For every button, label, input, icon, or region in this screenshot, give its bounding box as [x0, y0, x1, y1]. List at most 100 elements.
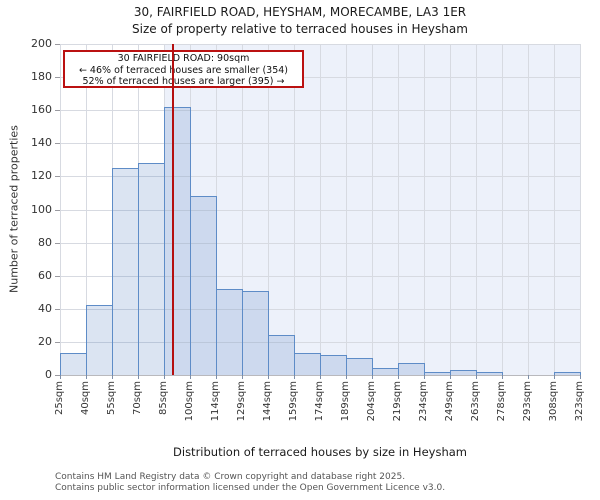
x-tick-label: 204sqm [366, 381, 377, 422]
x-tick-label: 278sqm [496, 381, 507, 422]
y-tick-mark [55, 375, 60, 376]
histogram-bar [190, 196, 217, 375]
x-tick-mark [320, 375, 321, 379]
vertical-gridline [60, 44, 61, 375]
histogram-bar [398, 363, 425, 375]
histogram-bar [60, 353, 87, 375]
histogram-bar [112, 168, 139, 375]
y-tick-mark [55, 143, 60, 145]
x-tick-label: 144sqm [262, 381, 273, 422]
y-tick-mark [55, 209, 60, 211]
x-tick-mark [242, 375, 243, 379]
x-tick-label: 85sqm [158, 381, 169, 416]
histogram-bar [164, 106, 191, 375]
x-tick-label: 129sqm [236, 381, 247, 422]
x-tick-mark [424, 375, 425, 379]
y-tick-mark [55, 341, 60, 343]
horizontal-gridline [60, 176, 580, 177]
vertical-gridline [268, 44, 269, 375]
x-tick-mark [60, 375, 61, 379]
plot-area: 30 FAIRFIELD ROAD: 90sqm ← 46% of terrac… [60, 44, 581, 376]
vertical-gridline [320, 44, 321, 375]
x-tick-mark [528, 375, 529, 379]
horizontal-gridline [60, 143, 580, 144]
y-tick-label: 0 [45, 368, 52, 381]
vertical-gridline [294, 44, 295, 375]
x-tick-mark [580, 375, 581, 379]
x-tick-mark [190, 375, 191, 379]
y-tick-mark [55, 242, 60, 244]
x-tick-label: 323sqm [574, 381, 585, 422]
annotation-smaller: ← 46% of terraced houses are smaller (35… [78, 64, 289, 76]
x-tick-label: 219sqm [392, 381, 403, 422]
y-tick-label: 100 [31, 202, 52, 216]
x-tick-label: 263sqm [470, 381, 481, 422]
x-tick-mark [372, 375, 373, 379]
histogram-bar [476, 371, 503, 375]
annotation-larger: 52% of terraced houses are larger (395) … [82, 76, 285, 87]
x-tick-label: 174sqm [314, 381, 325, 422]
x-tick-mark [294, 375, 295, 379]
y-tick-mark [55, 176, 60, 178]
vertical-gridline [86, 44, 87, 375]
x-tick-label: 308sqm [548, 381, 559, 422]
annotation-title: 30 FAIRFIELD ROAD: 90sqm [117, 53, 250, 64]
horizontal-gridline [60, 110, 580, 111]
x-tick-label: 100sqm [184, 381, 195, 422]
y-tick-label: 120 [31, 169, 52, 183]
horizontal-gridline [60, 309, 580, 310]
x-tick-mark [398, 375, 399, 379]
x-tick-mark [164, 375, 165, 379]
y-tick-mark [55, 110, 60, 112]
horizontal-gridline [60, 44, 580, 45]
y-tick-mark [55, 275, 60, 277]
y-tick-label: 60 [38, 268, 52, 282]
x-tick-mark [112, 375, 113, 379]
y-tick-label: 160 [31, 103, 52, 117]
x-tick-label: 114sqm [210, 381, 221, 422]
chart-title: 30, FAIRFIELD ROAD, HEYSHAM, MORECAMBE, … [133, 5, 467, 19]
histogram-bar [554, 371, 581, 375]
horizontal-gridline [60, 276, 580, 277]
x-tick-label: 189sqm [340, 381, 351, 422]
x-tick-mark [476, 375, 477, 379]
vertical-gridline [372, 44, 373, 375]
x-tick-label: 159sqm [288, 381, 299, 422]
histogram-bar [268, 335, 295, 375]
vertical-gridline [476, 44, 477, 375]
y-tick-mark [55, 44, 60, 45]
histogram-bar [294, 353, 321, 375]
y-tick-label: 140 [31, 136, 52, 150]
vertical-gridline [242, 44, 243, 375]
footer-copyright: Contains HM Land Registry data © Crown c… [55, 472, 406, 482]
x-tick-label: 70sqm [132, 381, 143, 416]
y-tick-mark [55, 77, 60, 79]
histogram-bar [346, 358, 373, 375]
vertical-gridline [450, 44, 451, 375]
histogram-bar [86, 305, 113, 375]
x-tick-mark [502, 375, 503, 379]
x-tick-mark [268, 375, 269, 379]
histogram-bar [242, 290, 269, 375]
vertical-gridline [346, 44, 347, 375]
histogram-bar [216, 288, 243, 375]
x-axis-title: Distribution of terraced houses by size … [173, 445, 467, 459]
horizontal-gridline [60, 243, 580, 244]
x-tick-mark [554, 375, 555, 379]
histogram-bar [320, 355, 347, 375]
vertical-gridline [554, 44, 555, 375]
footer-licence: Contains public sector information licen… [55, 483, 446, 493]
property-annotation-box: 30 FAIRFIELD ROAD: 90sqm ← 46% of terrac… [63, 50, 304, 88]
y-tick-label: 80 [38, 235, 52, 249]
vertical-gridline [580, 44, 581, 375]
y-tick-label: 20 [38, 334, 52, 348]
x-tick-label: 55sqm [106, 381, 117, 416]
x-tick-label: 293sqm [522, 381, 533, 422]
x-tick-mark [138, 375, 139, 379]
x-tick-label: 249sqm [444, 381, 455, 422]
vertical-gridline [528, 44, 529, 375]
y-tick-label: 180 [31, 70, 52, 84]
x-tick-label: 234sqm [418, 381, 429, 422]
chart-subtitle: Size of property relative to terraced ho… [132, 22, 468, 36]
